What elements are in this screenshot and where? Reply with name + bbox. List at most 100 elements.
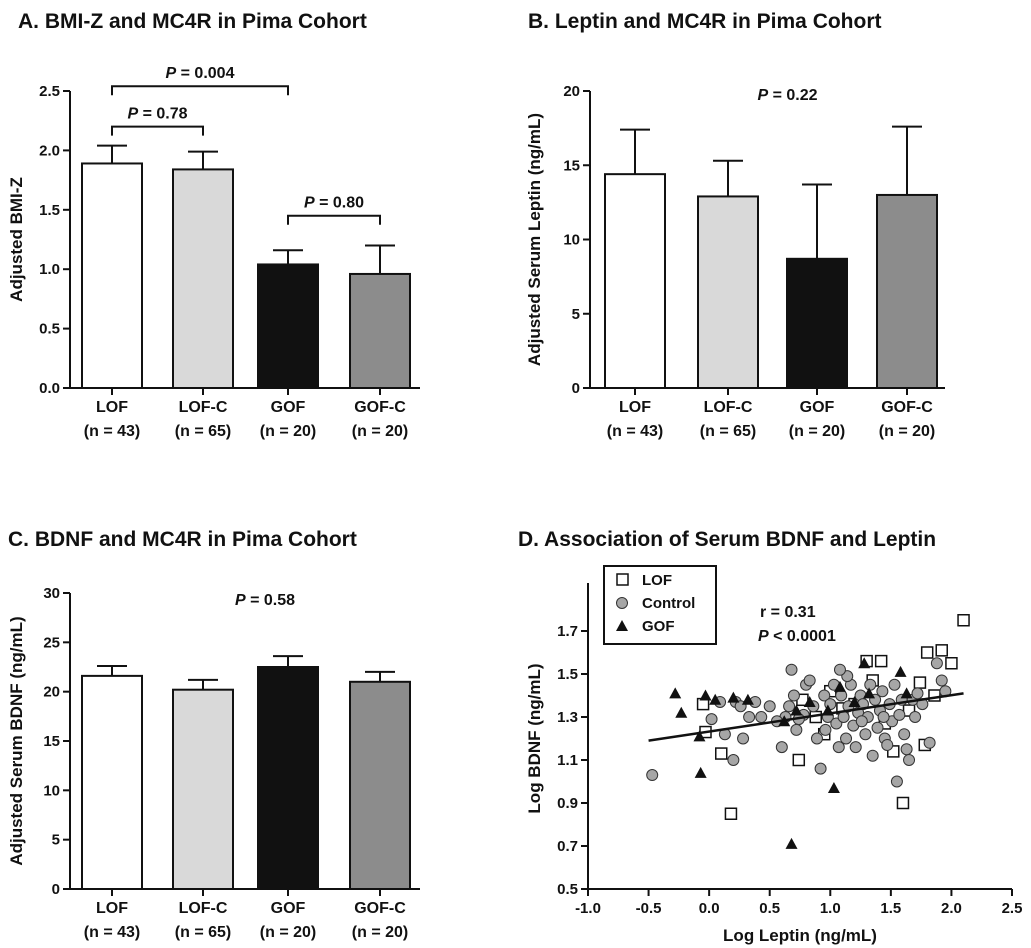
point-gof bbox=[699, 689, 712, 701]
significance-bracket bbox=[287, 214, 381, 225]
point-gof bbox=[827, 781, 840, 793]
x-tick-label: 2.0 bbox=[941, 900, 962, 917]
point-control bbox=[890, 775, 903, 788]
y-tick-label: 0.7 bbox=[557, 838, 578, 855]
y-tick-label: 1.7 bbox=[557, 623, 578, 640]
point-gof bbox=[858, 657, 871, 669]
y-tick-label: 1.1 bbox=[557, 752, 578, 769]
point-lof bbox=[715, 747, 728, 760]
point-control bbox=[803, 674, 816, 687]
point-lof bbox=[913, 676, 927, 689]
regression-line bbox=[648, 692, 964, 742]
bar-lof bbox=[81, 674, 143, 890]
category-n-label: (n = 20) bbox=[352, 924, 408, 941]
category-n-label: (n = 43) bbox=[84, 924, 140, 941]
bar-lof-c bbox=[172, 688, 234, 891]
y-tick-label: 0 bbox=[572, 380, 580, 397]
point-lof bbox=[945, 657, 958, 670]
point-control bbox=[833, 663, 846, 676]
bar-gof bbox=[786, 257, 848, 389]
point-control bbox=[900, 743, 913, 756]
point-control bbox=[814, 762, 827, 775]
point-control bbox=[783, 700, 796, 713]
legend: LOF Control GOF bbox=[603, 565, 717, 645]
point-control bbox=[923, 736, 936, 749]
y-axis-label: Adjusted BMI-Z bbox=[7, 177, 26, 302]
point-control bbox=[790, 723, 803, 736]
point-lof bbox=[896, 796, 910, 810]
point-lof bbox=[928, 689, 941, 702]
category-n-label: (n = 43) bbox=[84, 423, 140, 440]
panel-d-scatter-chart: D. Association of Serum BDNF and Leptin L… bbox=[518, 528, 1022, 945]
chart-title: B. Leptin and MC4R in Pima Cohort bbox=[528, 10, 882, 33]
point-gof bbox=[900, 687, 913, 699]
point-control bbox=[775, 741, 788, 754]
p-value-label: P = 0.22 bbox=[757, 87, 817, 104]
category-n-label: (n = 65) bbox=[175, 423, 231, 440]
legend-label-lof: LOF bbox=[642, 572, 672, 589]
point-control bbox=[911, 687, 924, 700]
y-tick-label: 1.0 bbox=[39, 261, 60, 278]
point-control bbox=[855, 715, 868, 728]
correlation-p-label: P < 0.0001 bbox=[758, 628, 836, 645]
p-value-label: P = 0.78 bbox=[127, 106, 187, 123]
y-tick-label: 5 bbox=[572, 306, 580, 323]
point-control bbox=[909, 711, 922, 723]
point-control bbox=[818, 689, 831, 702]
y-tick-label: 20 bbox=[43, 684, 60, 701]
category-label: LOF bbox=[619, 399, 651, 416]
category-label: GOF-C bbox=[354, 399, 406, 416]
point-gof bbox=[675, 706, 688, 718]
x-tick-label: -1.0 bbox=[575, 900, 601, 917]
point-gof bbox=[803, 695, 816, 707]
chart-title: C. BDNF and MC4R in Pima Cohort bbox=[8, 528, 357, 551]
point-control bbox=[727, 754, 740, 766]
point-control bbox=[840, 732, 853, 745]
y-tick-label: 0.5 bbox=[557, 881, 578, 898]
legend-label-control: Control bbox=[642, 595, 695, 612]
point-gof bbox=[669, 687, 682, 699]
point-control bbox=[877, 711, 890, 723]
x-tick-label: 1.5 bbox=[880, 900, 901, 917]
point-lof bbox=[935, 644, 948, 657]
point-control bbox=[893, 708, 906, 721]
y-tick-label: 2.5 bbox=[39, 83, 60, 100]
point-lof bbox=[902, 704, 916, 717]
category-n-label: (n = 20) bbox=[260, 924, 316, 941]
point-gof bbox=[727, 691, 740, 703]
y-tick-label: 5 bbox=[52, 832, 60, 849]
y-tick-label: 30 bbox=[43, 585, 60, 602]
y-tick-label: 1.5 bbox=[557, 666, 578, 683]
panel-a-bmi-z-chart: A. BMI-Z and MC4R in Pima Cohort Adjusted… bbox=[7, 10, 420, 440]
category-label: LOF-C bbox=[179, 900, 228, 917]
point-control bbox=[866, 749, 879, 762]
bar-gof-c bbox=[349, 680, 411, 890]
p-value-label: P = 0.004 bbox=[166, 65, 235, 82]
point-control bbox=[785, 663, 798, 676]
y-tick-label: 25 bbox=[43, 634, 60, 651]
point-lof bbox=[887, 745, 900, 758]
y-tick-label: 0.5 bbox=[39, 321, 60, 338]
y-tick-label: 1.5 bbox=[39, 202, 60, 219]
p-value-label: P = 0.80 bbox=[304, 195, 364, 212]
category-label: GOF-C bbox=[881, 399, 933, 416]
category-label: LOF-C bbox=[704, 399, 753, 416]
x-tick-label: 0.5 bbox=[759, 900, 780, 917]
bar-lof bbox=[604, 173, 666, 389]
y-tick-label: 10 bbox=[43, 782, 60, 799]
y-tick-label: 2.0 bbox=[39, 142, 60, 159]
legend-marker-control bbox=[616, 597, 628, 609]
point-gof bbox=[741, 693, 754, 705]
chart-title: A. BMI-Z and MC4R in Pima Cohort bbox=[18, 10, 367, 33]
significance-bracket bbox=[111, 125, 204, 136]
point-control bbox=[935, 674, 948, 687]
point-control bbox=[898, 728, 911, 741]
point-control bbox=[930, 657, 943, 670]
category-label: GOF bbox=[800, 399, 835, 416]
chart-title: D. Association of Serum BDNF and Leptin bbox=[518, 528, 936, 551]
point-control bbox=[763, 700, 776, 713]
point-gof bbox=[785, 837, 798, 849]
point-gof bbox=[790, 704, 803, 716]
point-control bbox=[864, 678, 877, 691]
